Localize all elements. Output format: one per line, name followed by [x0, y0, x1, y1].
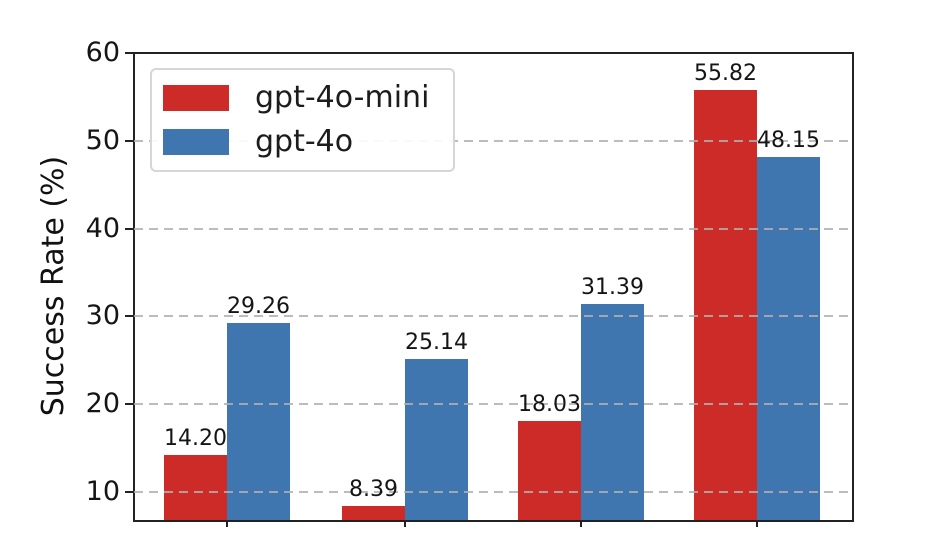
bar-gpt-4o-group1	[227, 322, 290, 520]
legend-item-gpt-4o-mini: gpt-4o-mini	[152, 83, 453, 113]
bar-gpt-4o-group4	[757, 157, 820, 520]
bar-value-label: 29.26	[227, 293, 290, 319]
bar-value-label: 18.03	[518, 392, 581, 418]
y-tick-label: 60	[85, 37, 120, 68]
gridline-y50	[134, 139, 852, 142]
y-tick-label: 20	[85, 388, 120, 420]
legend-swatch-red	[163, 85, 229, 111]
x-tick-group1	[226, 520, 228, 527]
bar-value-label: 55.82	[694, 60, 757, 86]
bar-value-label: 8.39	[349, 477, 398, 503]
plot-area	[133, 52, 854, 522]
gridline-y40	[134, 227, 852, 230]
x-tick-group3	[580, 520, 582, 527]
gridline-y10	[134, 490, 852, 493]
bar-value-label: 14.20	[164, 426, 227, 452]
bar-gpt-4o-group2	[405, 359, 468, 520]
bar-value-label: 31.39	[581, 275, 644, 301]
y-tick-label: 50	[85, 124, 120, 156]
bar-gpt-4o-group3	[581, 304, 644, 520]
x-tick-group2	[404, 520, 406, 527]
y-tick-label: 40	[85, 212, 120, 244]
bar-gpt-4o-mini-group3	[518, 421, 581, 520]
gridline-y30	[134, 315, 852, 318]
legend-item-gpt-4o: gpt-4o	[152, 127, 453, 157]
legend-label: gpt-4o-mini	[255, 80, 430, 115]
bar-value-label: 48.15	[757, 128, 820, 154]
x-tick-group4	[756, 520, 758, 527]
gridline-y20	[134, 403, 852, 406]
legend: gpt-4o-mini gpt-4o	[150, 68, 455, 172]
y-tick-60	[125, 52, 134, 54]
bar-value-label: 25.14	[405, 330, 468, 355]
y-tick-10	[125, 490, 134, 493]
y-tick-50	[125, 139, 134, 142]
bar-gpt-4o-mini-group4	[694, 89, 757, 520]
y-tick-20	[125, 403, 134, 406]
legend-label: gpt-4o	[255, 124, 354, 159]
bar-gpt-4o-mini-group1	[164, 455, 227, 520]
y-tick-label: 30	[85, 300, 120, 332]
y-tick-label: 10	[85, 475, 120, 507]
bar-gpt-4o-mini-group2	[342, 506, 405, 520]
y-tick-30	[125, 315, 134, 318]
y-tick-40	[125, 227, 134, 230]
legend-swatch-blue	[163, 129, 229, 155]
